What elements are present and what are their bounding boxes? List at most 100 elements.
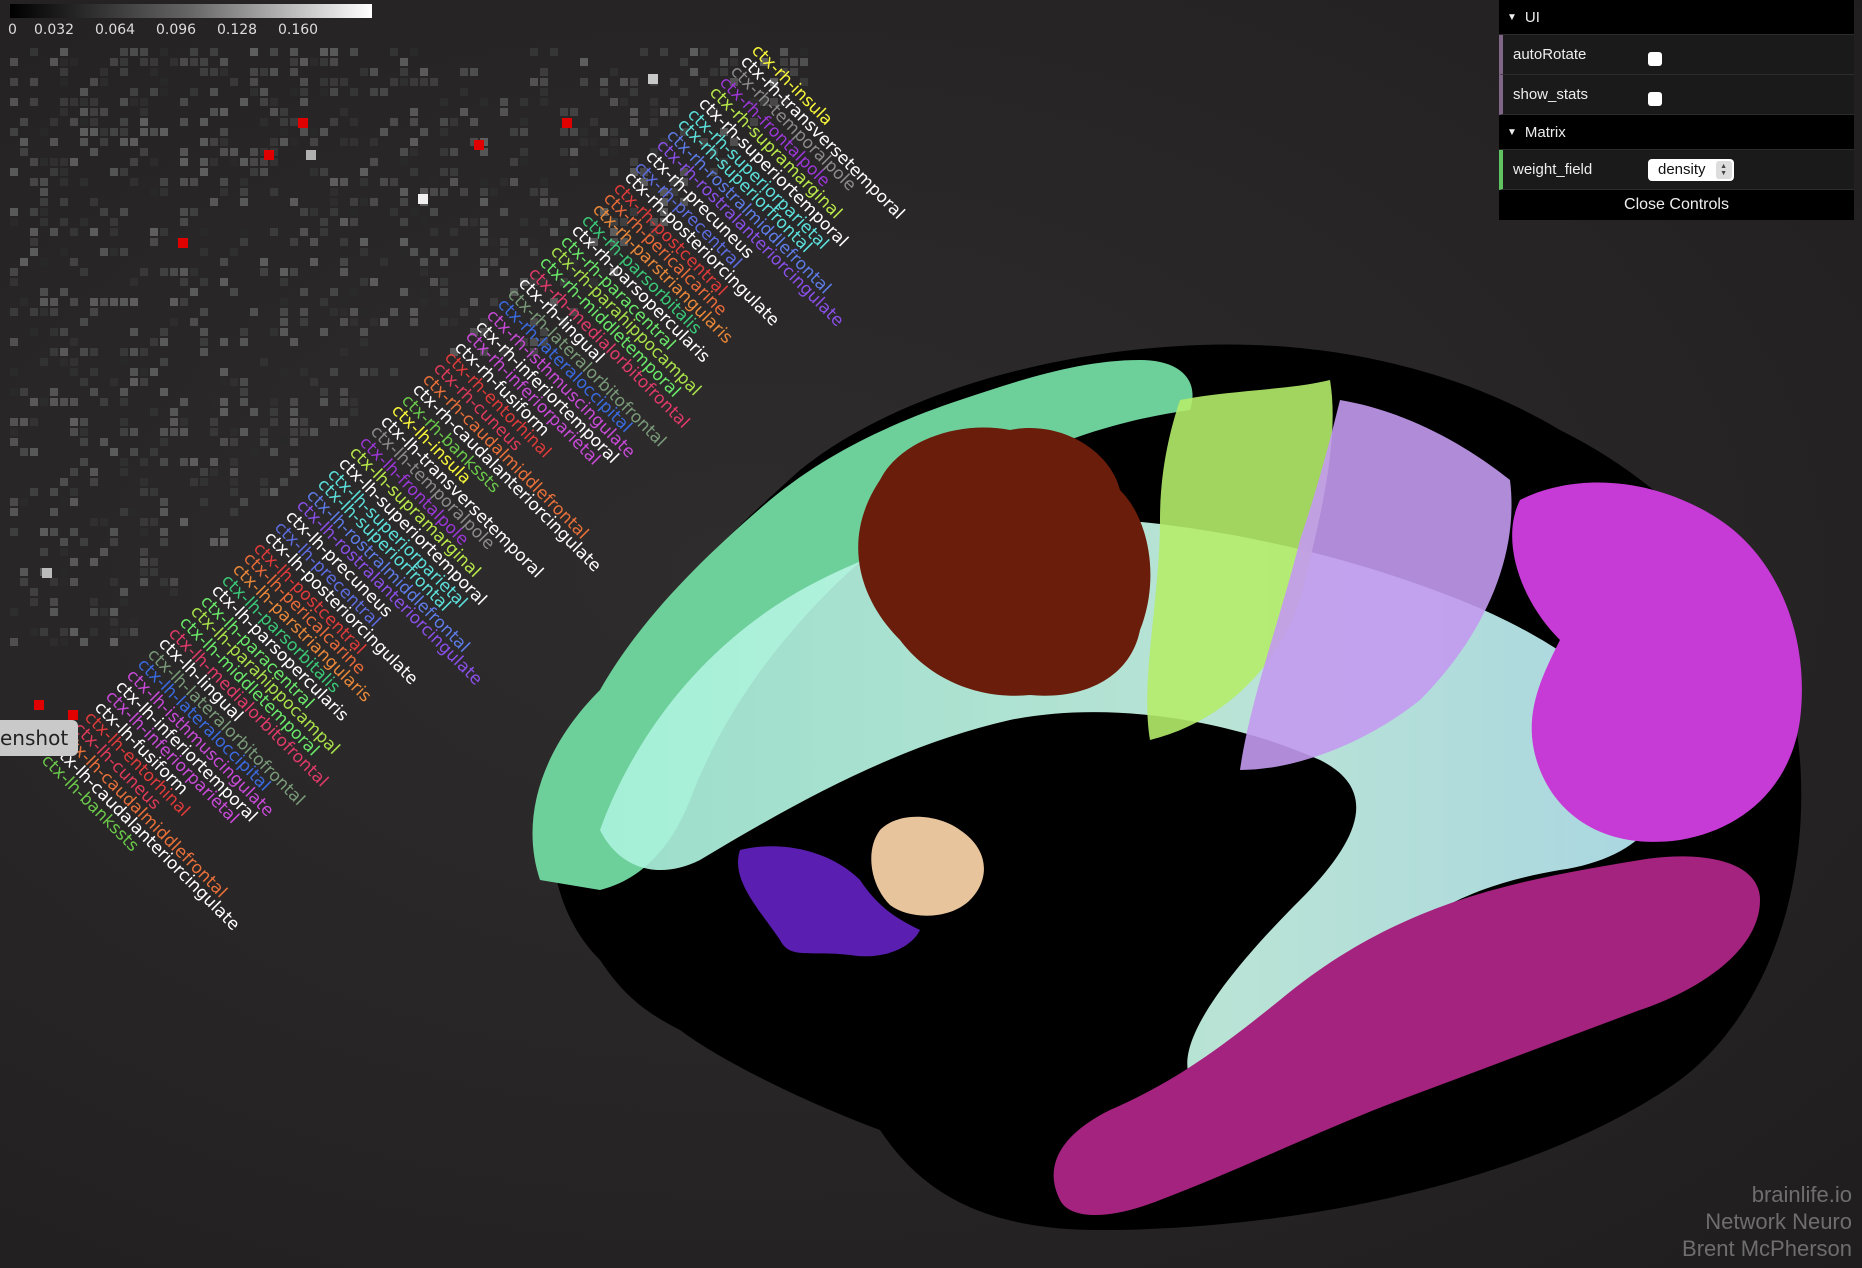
matrix-cell[interactable] <box>350 218 358 226</box>
matrix-cell[interactable] <box>90 298 98 306</box>
matrix-cell[interactable] <box>10 638 18 646</box>
matrix-cell[interactable] <box>160 328 168 336</box>
matrix-cell[interactable] <box>490 188 498 196</box>
matrix-cell[interactable] <box>290 468 298 476</box>
matrix-cell[interactable] <box>780 58 788 66</box>
matrix-cell[interactable] <box>360 308 368 316</box>
matrix-cell[interactable] <box>410 208 418 216</box>
matrix-cell[interactable] <box>10 168 18 176</box>
matrix-cell[interactable] <box>70 428 78 436</box>
matrix-cell[interactable] <box>610 128 618 136</box>
matrix-cell[interactable] <box>80 378 88 386</box>
matrix-cell[interactable] <box>540 188 548 196</box>
matrix-cell[interactable] <box>470 328 478 336</box>
matrix-cell[interactable] <box>300 308 308 316</box>
matrix-cell[interactable] <box>420 68 428 76</box>
matrix-cell[interactable] <box>500 208 508 216</box>
matrix-cell[interactable] <box>570 168 578 176</box>
matrix-cell[interactable] <box>330 118 338 126</box>
matrix-cell[interactable] <box>730 48 738 56</box>
matrix-cell[interactable] <box>310 208 318 216</box>
matrix-cell[interactable] <box>30 448 38 456</box>
matrix-cell[interactable] <box>240 378 248 386</box>
matrix-cell[interactable] <box>320 218 328 226</box>
matrix-cell[interactable] <box>690 48 698 56</box>
matrix-cell[interactable] <box>470 298 478 306</box>
matrix-cell[interactable] <box>510 128 518 136</box>
matrix-cell[interactable] <box>20 298 28 306</box>
matrix-cell[interactable] <box>280 318 288 326</box>
matrix-cell[interactable] <box>230 428 238 436</box>
matrix-cell[interactable] <box>130 278 138 286</box>
matrix-cell[interactable] <box>410 138 418 146</box>
matrix-cell[interactable] <box>90 98 98 106</box>
matrix-cell[interactable] <box>290 68 298 76</box>
matrix-cell[interactable] <box>130 428 138 436</box>
matrix-cell[interactable] <box>560 228 568 236</box>
matrix-cell[interactable] <box>210 538 218 546</box>
matrix-cell[interactable] <box>350 208 358 216</box>
matrix-cell[interactable] <box>70 228 78 236</box>
matrix-cell[interactable] <box>800 48 808 56</box>
matrix-cell[interactable] <box>530 48 538 56</box>
matrix-cell[interactable] <box>100 68 108 76</box>
matrix-cell[interactable] <box>270 48 278 56</box>
matrix-cell[interactable] <box>290 458 298 466</box>
matrix-cell[interactable] <box>40 208 48 216</box>
matrix-cell[interactable] <box>420 348 428 356</box>
matrix-cell[interactable] <box>90 608 98 616</box>
matrix-cell[interactable] <box>410 168 418 176</box>
matrix-cell[interactable] <box>90 108 98 116</box>
matrix-cell[interactable] <box>60 78 68 86</box>
matrix-cell[interactable] <box>420 288 428 296</box>
matrix-cell[interactable] <box>390 368 398 376</box>
matrix-cell[interactable] <box>480 328 488 336</box>
matrix-cell[interactable] <box>190 208 198 216</box>
matrix-cell[interactable] <box>140 478 148 486</box>
matrix-cell[interactable] <box>530 348 538 356</box>
matrix-cell[interactable] <box>480 258 488 266</box>
matrix-cell[interactable] <box>460 218 468 226</box>
matrix-cell[interactable] <box>150 488 158 496</box>
matrix-cell[interactable] <box>30 178 38 186</box>
matrix-cell[interactable] <box>360 248 368 256</box>
matrix-cell[interactable] <box>650 188 658 196</box>
matrix-cell[interactable] <box>150 158 158 166</box>
matrix-cell[interactable] <box>150 68 158 76</box>
matrix-cell[interactable] <box>220 68 228 76</box>
matrix-cell[interactable] <box>310 378 318 386</box>
matrix-cell[interactable] <box>210 138 218 146</box>
matrix-cell[interactable] <box>10 128 18 136</box>
matrix-cell[interactable] <box>600 78 608 86</box>
matrix-cell[interactable] <box>42 568 52 578</box>
matrix-cell[interactable] <box>280 328 288 336</box>
matrix-cell[interactable] <box>350 118 358 126</box>
matrix-cell[interactable] <box>420 188 428 196</box>
matrix-cell[interactable] <box>560 238 568 246</box>
matrix-cell[interactable] <box>340 268 348 276</box>
matrix-cell[interactable] <box>90 368 98 376</box>
matrix-cell[interactable] <box>260 268 268 276</box>
matrix-cell[interactable] <box>306 150 316 160</box>
matrix-cell[interactable] <box>310 138 318 146</box>
matrix-cell[interactable] <box>130 378 138 386</box>
matrix-cell[interactable] <box>680 168 688 176</box>
matrix-cell[interactable] <box>360 198 368 206</box>
matrix-cell[interactable] <box>230 468 238 476</box>
matrix-cell[interactable] <box>350 48 358 56</box>
matrix-cell[interactable] <box>580 78 588 86</box>
matrix-cell[interactable] <box>360 238 368 246</box>
matrix-cell[interactable] <box>170 418 178 426</box>
matrix-cell[interactable] <box>560 318 568 326</box>
matrix-cell[interactable] <box>310 128 318 136</box>
matrix-cell[interactable] <box>120 398 128 406</box>
matrix-cell[interactable] <box>40 308 48 316</box>
matrix-cell[interactable] <box>290 48 298 56</box>
matrix-cell[interactable] <box>200 338 208 346</box>
matrix-cell[interactable] <box>300 208 308 216</box>
matrix-cell[interactable] <box>400 58 408 66</box>
matrix-cell[interactable] <box>600 88 608 96</box>
matrix-cell[interactable] <box>220 338 228 346</box>
matrix-cell[interactable] <box>480 318 488 326</box>
matrix-cell[interactable] <box>430 228 438 236</box>
